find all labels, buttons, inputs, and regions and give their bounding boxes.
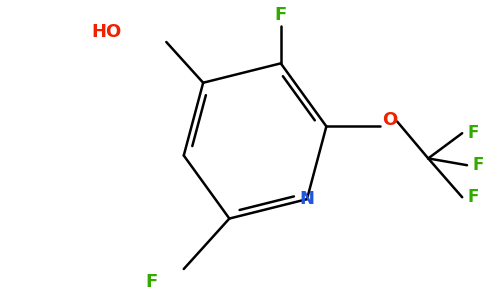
Text: O: O bbox=[382, 111, 397, 129]
Text: N: N bbox=[300, 190, 315, 208]
Text: F: F bbox=[468, 124, 479, 142]
Text: F: F bbox=[274, 6, 287, 24]
Text: F: F bbox=[146, 273, 158, 291]
Text: F: F bbox=[473, 156, 484, 174]
Text: HO: HO bbox=[91, 23, 121, 41]
Text: F: F bbox=[468, 188, 479, 206]
